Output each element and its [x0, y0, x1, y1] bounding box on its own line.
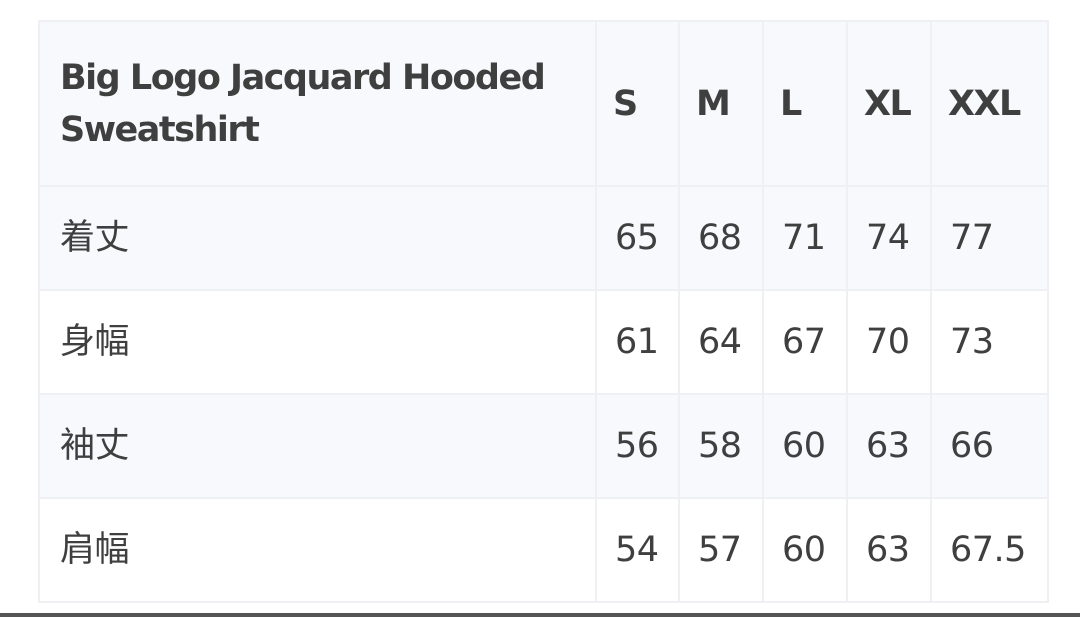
row-label: 袖丈	[38, 393, 597, 499]
cell: 63	[846, 497, 932, 603]
cell: 65	[595, 185, 680, 291]
cell: 74	[846, 185, 932, 291]
row-label: 肩幅	[38, 497, 597, 603]
table-row: 肩幅 54 57 60 63 67.5	[38, 497, 1049, 603]
cell: 60	[762, 393, 848, 499]
cell: 70	[846, 289, 932, 395]
cell: 61	[595, 289, 680, 395]
cell: 58	[678, 393, 764, 499]
size-header: XL	[846, 20, 932, 187]
cell: 73	[930, 289, 1049, 395]
cell: 63	[846, 393, 932, 499]
cell: 57	[678, 497, 764, 603]
cell: 56	[595, 393, 680, 499]
size-chart-table: Big Logo Jacquard Hooded Sweatshirt S M …	[38, 20, 1049, 603]
cell: 77	[930, 185, 1049, 291]
table-row: 身幅 61 64 67 70 73	[38, 289, 1049, 395]
table-row: 着丈 65 68 71 74 77	[38, 185, 1049, 291]
cell: 64	[678, 289, 764, 395]
product-title: Big Logo Jacquard Hooded Sweatshirt	[38, 20, 597, 187]
row-label: 着丈	[38, 185, 597, 291]
cell: 67.5	[930, 497, 1049, 603]
size-header: M	[678, 20, 764, 187]
cell: 71	[762, 185, 848, 291]
cell: 68	[678, 185, 764, 291]
cell: 54	[595, 497, 680, 603]
bottom-divider	[0, 613, 1080, 617]
size-header: L	[762, 20, 848, 187]
table-row: 袖丈 56 58 60 63 66	[38, 393, 1049, 499]
cell: 60	[762, 497, 848, 603]
row-label: 身幅	[38, 289, 597, 395]
size-header: XXL	[930, 20, 1049, 187]
cell: 66	[930, 393, 1049, 499]
cell: 67	[762, 289, 848, 395]
header-row: Big Logo Jacquard Hooded Sweatshirt S M …	[38, 20, 1049, 187]
size-header: S	[595, 20, 680, 187]
